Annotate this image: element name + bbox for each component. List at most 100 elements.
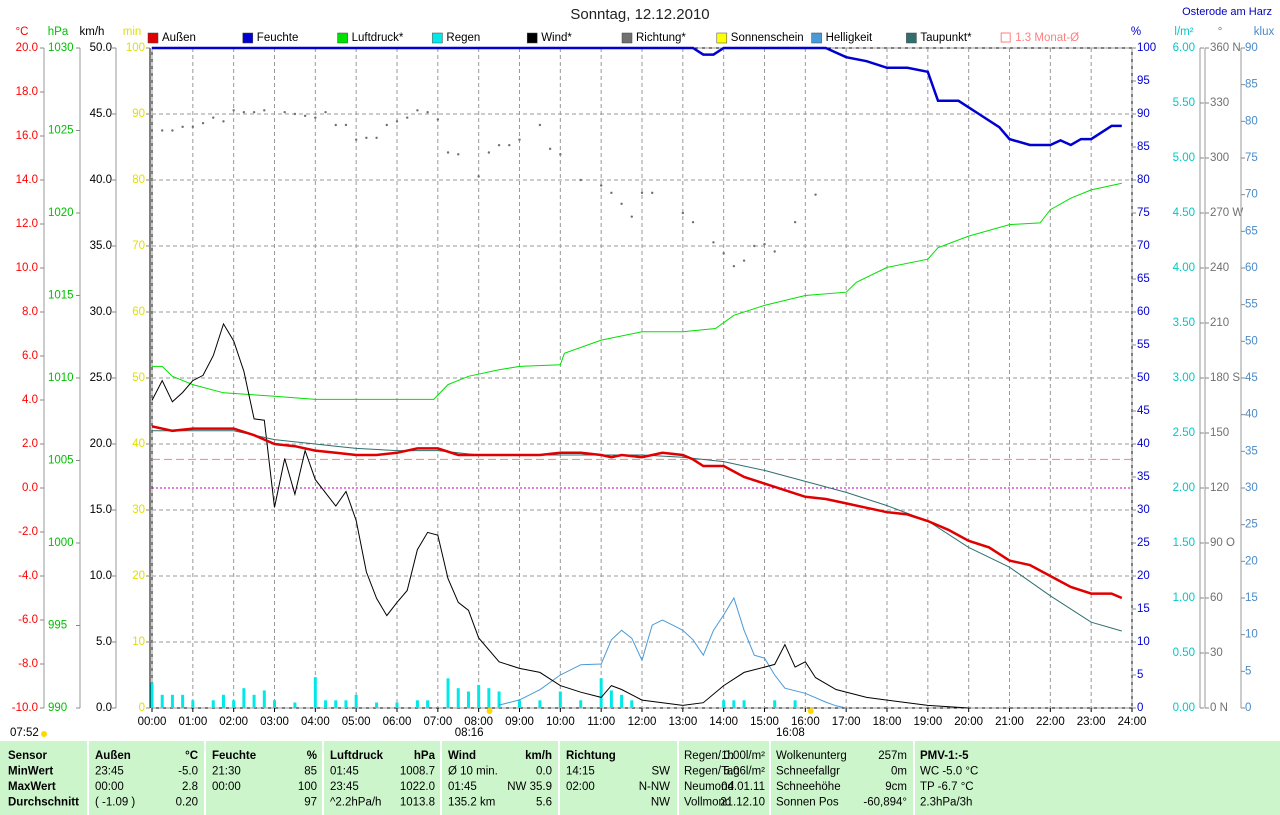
table-cell: NW 35.9 xyxy=(507,781,552,793)
direction-dot xyxy=(293,112,297,116)
table-cell: MaxWert xyxy=(8,781,56,793)
direction-dot xyxy=(314,116,317,119)
table-cell: Feuchte xyxy=(212,750,256,762)
direction-dot xyxy=(354,138,358,141)
location: Osterode am Harz xyxy=(1182,6,1272,18)
direction-dot xyxy=(722,252,725,255)
y-tick-label: 35 xyxy=(1137,471,1150,483)
x-tick-label: 16:00 xyxy=(791,716,820,728)
x-tick-label: 08:00 xyxy=(464,716,493,728)
legend-swatch xyxy=(147,32,159,44)
table-cell: 5.6 xyxy=(536,797,552,809)
direction-dot xyxy=(742,259,746,262)
legend-swatch xyxy=(716,32,728,44)
table-cell: PMV-1:-5 xyxy=(920,750,969,762)
legend-swatch xyxy=(432,32,443,44)
y-tick-label: 2.50 xyxy=(1173,427,1195,439)
y-tick-label: 70 xyxy=(132,240,145,252)
legend-label: 1.3 Monat-Ø xyxy=(1015,32,1079,44)
y-tick-label: 1015 xyxy=(48,290,74,302)
y-tick-label: 25 xyxy=(1137,537,1150,549)
table-cell: 9cm xyxy=(885,781,907,793)
table-cell: 135.2 km xyxy=(448,797,495,809)
x-tick-label: 03:00 xyxy=(260,716,289,728)
axis-title: °C xyxy=(16,26,29,38)
legend-swatch xyxy=(526,32,538,44)
x-tick-label: 09:00 xyxy=(505,716,534,728)
rain-bar xyxy=(456,688,460,708)
y-tick-label: 60 xyxy=(1210,592,1223,604)
y-tick-label: 80 xyxy=(1137,174,1150,186)
sun-marker xyxy=(486,708,493,714)
rain-bar xyxy=(558,691,562,708)
y-tick-label: 40 xyxy=(1245,409,1258,421)
y-tick-label: 16.0 xyxy=(16,130,38,142)
sun-icon xyxy=(41,731,47,737)
rain-bar xyxy=(620,694,624,708)
y-tick-label: 20.0 xyxy=(90,438,112,450)
y-tick-label: 995 xyxy=(48,620,67,632)
direction-dot xyxy=(610,191,613,195)
direction-dot xyxy=(497,143,501,147)
rain-bar xyxy=(609,690,613,708)
y-tick-label: 1.50 xyxy=(1173,537,1195,549)
table-cell: WC -5.0 °C xyxy=(920,766,978,778)
table-cell: MinWert xyxy=(8,766,53,778)
rain-bar xyxy=(793,700,797,708)
direction-dot xyxy=(406,116,409,119)
x-tick-label: 19:00 xyxy=(913,716,942,728)
table-cell: 0.20 xyxy=(176,797,198,809)
y-tick-label: 95 xyxy=(1137,75,1150,87)
direction-dot xyxy=(181,125,184,129)
y-tick-label: 0.50 xyxy=(1173,647,1195,659)
legend-swatch xyxy=(621,32,633,44)
rain-bar xyxy=(262,690,266,708)
rain-bar xyxy=(426,700,430,708)
series-line xyxy=(152,46,1122,147)
table-cell: 01:45 xyxy=(330,766,359,778)
legend-label: Wind* xyxy=(541,32,572,44)
rain-bar xyxy=(375,702,379,708)
legend-swatch xyxy=(1000,32,1011,43)
table-cell: 0.00l/m² xyxy=(723,750,765,762)
y-tick-label: 4.00 xyxy=(1173,262,1195,274)
x-tick-label: 15:00 xyxy=(750,716,779,728)
y-tick-label: 80 xyxy=(132,174,145,186)
y-tick-label: 50.0 xyxy=(90,42,112,54)
x-tick-label: 01:00 xyxy=(178,716,207,728)
y-tick-label: 20 xyxy=(1245,555,1258,567)
y-tick-label: 3.00 xyxy=(1173,372,1195,384)
rain-bar xyxy=(150,682,154,708)
table-cell: 1013.8 xyxy=(400,797,435,809)
table-cell: Neumond xyxy=(684,781,734,793)
rain-bar xyxy=(232,700,236,708)
axis-title: l/m² xyxy=(1174,26,1193,38)
legend-label: Richtung* xyxy=(636,32,686,44)
x-tick-label: 17:00 xyxy=(832,716,861,728)
rain-bar xyxy=(466,691,470,708)
rain-bar xyxy=(395,702,399,708)
direction-dot xyxy=(548,147,552,151)
y-tick-label: 25.0 xyxy=(90,372,112,384)
rain-bar xyxy=(579,700,583,708)
direction-dot xyxy=(426,110,429,114)
y-tick-label: 15.0 xyxy=(90,504,112,516)
y-tick-label: 30 xyxy=(132,504,145,516)
y-tick-label: 60 xyxy=(1137,306,1150,318)
axis-title: min xyxy=(123,26,142,38)
direction-dot xyxy=(416,109,419,112)
y-tick-label: 50 xyxy=(132,372,145,384)
y-tick-label: 330 xyxy=(1210,97,1229,109)
table-cell: 2.8 xyxy=(182,781,198,793)
table-cell: -60,894° xyxy=(863,797,907,809)
legend-label: Außen xyxy=(162,32,196,44)
table-cell: 00:00 xyxy=(95,781,124,793)
direction-dot xyxy=(344,123,348,127)
y-tick-label: 20 xyxy=(132,570,145,582)
x-tick-label: 21:00 xyxy=(995,716,1024,728)
table-cell: Schneefallgr xyxy=(776,766,840,778)
y-tick-label: 10 xyxy=(1245,629,1258,641)
y-tick-label: 5.50 xyxy=(1173,97,1195,109)
rain-bar xyxy=(191,700,195,708)
